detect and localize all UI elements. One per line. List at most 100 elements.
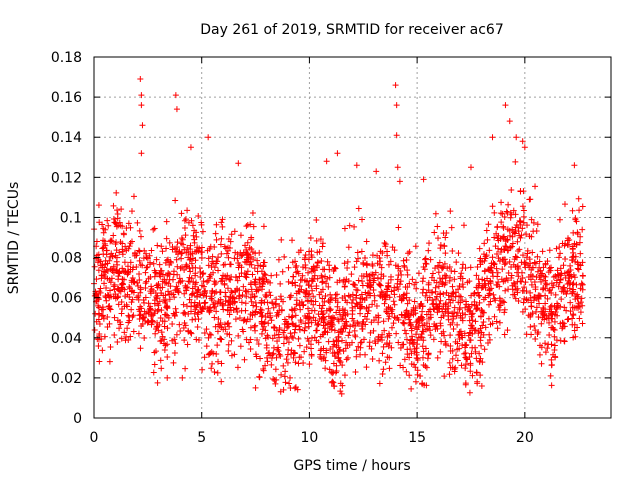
data-point bbox=[449, 247, 456, 254]
data-point bbox=[163, 218, 170, 225]
data-point bbox=[527, 196, 534, 203]
data-point bbox=[462, 380, 469, 387]
data-point bbox=[182, 322, 189, 329]
data-point bbox=[215, 316, 222, 323]
data-point bbox=[393, 132, 400, 139]
data-point bbox=[319, 278, 326, 285]
data-point bbox=[111, 314, 118, 321]
data-point bbox=[96, 320, 103, 327]
data-point bbox=[218, 235, 225, 242]
data-point bbox=[386, 340, 393, 347]
data-point bbox=[225, 297, 232, 304]
data-point bbox=[280, 362, 287, 369]
data-point bbox=[440, 263, 447, 270]
data-point bbox=[352, 333, 359, 340]
data-point bbox=[152, 330, 159, 337]
data-point bbox=[552, 291, 559, 298]
data-point bbox=[572, 216, 579, 223]
data-point bbox=[138, 102, 145, 109]
data-point bbox=[423, 364, 430, 371]
data-point bbox=[395, 272, 402, 279]
data-point bbox=[127, 224, 134, 231]
data-point bbox=[326, 266, 333, 273]
data-point bbox=[300, 302, 307, 309]
data-point bbox=[215, 267, 222, 274]
data-point bbox=[138, 150, 145, 157]
data-point bbox=[242, 287, 249, 294]
data-point bbox=[560, 262, 567, 269]
data-point bbox=[490, 260, 497, 267]
data-point bbox=[262, 335, 269, 342]
data-point bbox=[179, 236, 186, 243]
data-point bbox=[506, 118, 513, 125]
data-point bbox=[415, 334, 422, 341]
data-point bbox=[369, 262, 376, 269]
data-point bbox=[244, 268, 251, 275]
data-point bbox=[521, 144, 528, 151]
data-point bbox=[150, 369, 157, 376]
data-point bbox=[426, 323, 433, 330]
data-point bbox=[486, 331, 493, 338]
data-point bbox=[539, 286, 546, 293]
data-point bbox=[222, 273, 229, 280]
data-point bbox=[209, 258, 216, 265]
data-point bbox=[198, 255, 205, 262]
data-point bbox=[562, 288, 569, 295]
data-point bbox=[406, 248, 413, 255]
data-point bbox=[469, 322, 476, 329]
data-point bbox=[577, 250, 584, 257]
data-point bbox=[305, 291, 312, 298]
data-point bbox=[118, 335, 125, 342]
data-point bbox=[305, 323, 312, 330]
data-point bbox=[481, 240, 488, 247]
data-point bbox=[303, 344, 310, 351]
data-point bbox=[423, 320, 430, 327]
data-point bbox=[322, 292, 329, 299]
data-point bbox=[128, 277, 135, 284]
data-point bbox=[264, 332, 271, 339]
data-point bbox=[328, 379, 335, 386]
data-point bbox=[297, 306, 304, 313]
data-point bbox=[554, 312, 561, 319]
data-point bbox=[311, 307, 318, 314]
data-point bbox=[467, 164, 474, 171]
data-point bbox=[441, 260, 448, 267]
data-point bbox=[187, 268, 194, 275]
data-point bbox=[390, 298, 397, 305]
data-point bbox=[139, 262, 146, 269]
data-point bbox=[473, 272, 480, 279]
data-point bbox=[213, 308, 220, 315]
data-point bbox=[484, 236, 491, 243]
data-point bbox=[506, 244, 513, 251]
data-point bbox=[508, 272, 515, 279]
data-point bbox=[451, 276, 458, 283]
data-point bbox=[236, 295, 243, 302]
data-point bbox=[267, 279, 274, 286]
data-point bbox=[355, 277, 362, 284]
data-point bbox=[309, 287, 316, 294]
data-point bbox=[523, 231, 530, 238]
data-point bbox=[137, 311, 144, 318]
data-point bbox=[135, 292, 142, 299]
data-point bbox=[412, 364, 419, 371]
data-point bbox=[106, 303, 113, 310]
data-point bbox=[100, 306, 107, 313]
data-point bbox=[569, 257, 576, 264]
data-point bbox=[297, 317, 304, 324]
data-point bbox=[528, 216, 535, 223]
data-point bbox=[409, 341, 416, 348]
data-point bbox=[442, 305, 449, 312]
data-point bbox=[343, 356, 350, 363]
data-point bbox=[344, 354, 351, 361]
data-point bbox=[379, 331, 386, 338]
data-point bbox=[183, 303, 190, 310]
data-point bbox=[391, 291, 398, 298]
data-point bbox=[334, 150, 341, 157]
data-point bbox=[487, 298, 494, 305]
data-point bbox=[353, 294, 360, 301]
data-point bbox=[579, 203, 586, 210]
data-point bbox=[466, 337, 473, 344]
data-point bbox=[182, 365, 189, 372]
data-point bbox=[527, 313, 534, 320]
data-point bbox=[176, 275, 183, 282]
